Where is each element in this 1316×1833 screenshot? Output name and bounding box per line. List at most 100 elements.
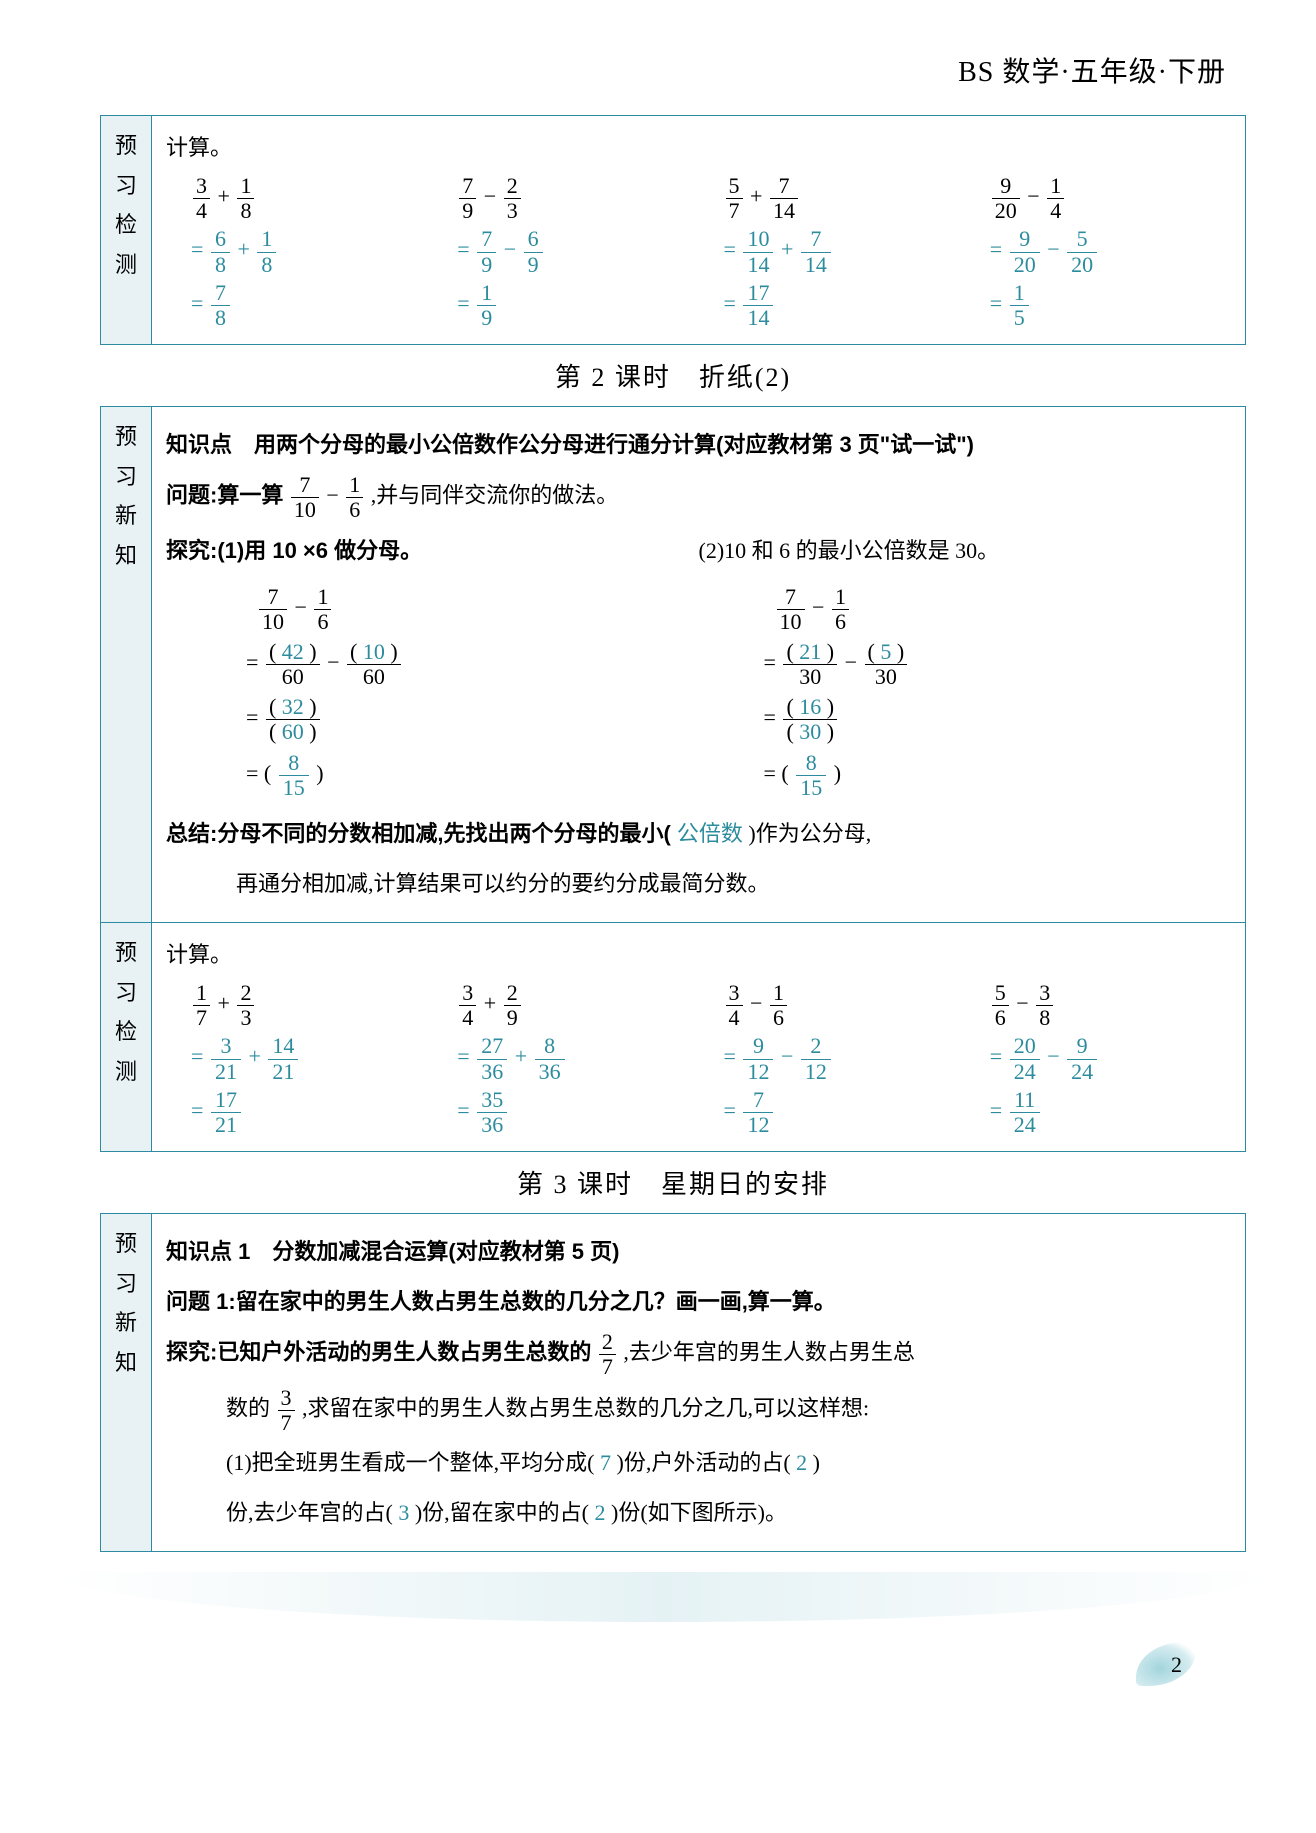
section-title-3: 第 3 课时 星期日的安排 — [100, 1164, 1246, 1201]
frac-num: 2 — [599, 1330, 616, 1355]
page-number-area: 2 — [100, 1642, 1246, 1692]
box4-content: 知识点 1 分数加减混合运算(对应教材第 5 页) 问题 1:留在家中的男生人数… — [152, 1214, 1246, 1552]
frac-den: 10 — [291, 498, 319, 522]
op: − — [326, 483, 338, 508]
text: )份,户外活动的占( — [617, 1450, 797, 1475]
calc-step1: = 68 + 18 — [166, 227, 432, 276]
answer: 2 — [595, 1500, 606, 1525]
side-char: 知 — [115, 536, 137, 576]
calc-expr: 710 − 16 — [764, 585, 1232, 634]
calc-step: = ( 21 )30 − ( 5 )30 — [764, 640, 1232, 689]
calc-step2: = 78 — [166, 281, 432, 330]
calc-step1: = 2736 + 836 — [432, 1034, 698, 1083]
text: )份,留在家中的占( — [415, 1500, 595, 1525]
fill-line-1: (1)把全班男生看成一个整体,平均分成( 7 )份,户外活动的占( 2 ) — [166, 1441, 1231, 1485]
calc-step2: = 1721 — [166, 1088, 432, 1137]
side-char: 预 — [115, 417, 137, 457]
answer: 7 — [600, 1450, 611, 1475]
side-char: 检 — [115, 205, 137, 245]
box3-content: 计算。 17 + 2334 + 2934 − 1656 − 38 = 321 +… — [152, 923, 1246, 1152]
side-label-2: 预 习 新 知 — [101, 407, 152, 923]
side-char: 测 — [115, 245, 137, 285]
text: ) — [813, 1450, 820, 1475]
calc-title: 计算。 — [166, 933, 1231, 977]
frac-num: 1 — [346, 473, 363, 498]
text: ,求留在家中的男生人数占男生总数的几分之几,可以这样想: — [302, 1395, 869, 1420]
side-char: 新 — [115, 496, 137, 536]
text: )份(如下图所示)。 — [611, 1500, 787, 1525]
calc-step2: = 3536 — [432, 1088, 698, 1137]
explore-mid: ,去少年宫的男生人数占男生总 — [623, 1340, 915, 1365]
side-char: 预 — [115, 126, 137, 166]
calc-step: = ( 16 )( 30 ) — [764, 695, 1232, 744]
answer: 3 — [398, 1500, 409, 1525]
leaf-icon: 2 — [1136, 1642, 1196, 1686]
side-char: 预 — [115, 1224, 137, 1264]
frac-num: 3 — [278, 1386, 295, 1411]
explore-right: (2)10 和 6 的最小公倍数是 30。 — [699, 529, 1232, 573]
calc-step2: = 712 — [699, 1088, 965, 1137]
side-char: 习 — [115, 973, 137, 1013]
calc-step2: = 15 — [965, 281, 1231, 330]
calc-problem: 79 − 23 — [432, 174, 698, 223]
answer: 2 — [796, 1450, 807, 1475]
fill-line-2: 份,去少年宫的占( 3 )份,留在家中的占( 2 )份(如下图所示)。 — [166, 1491, 1231, 1535]
side-label-1: 预 习 检 测 — [101, 116, 152, 345]
calc-step1: = 1014 + 714 — [699, 227, 965, 276]
text: 份,去少年宫的占( — [226, 1500, 398, 1525]
calc-expr: 710 − 16 — [246, 585, 714, 634]
calc-result: = ( 815 ) — [764, 751, 1232, 800]
text: 数的 — [226, 1395, 270, 1420]
frac-num: 7 — [291, 473, 319, 498]
frac-den: 6 — [346, 498, 363, 522]
section-title-2: 第 2 课时 折纸(2) — [100, 357, 1246, 394]
calc-problem: 56 − 38 — [965, 981, 1231, 1030]
frac-den: 7 — [278, 1411, 295, 1435]
page-header: BS 数学·五年级·下册 — [100, 50, 1246, 90]
explore-line-1: 探究:已知户外活动的男生人数占男生总数的 27 ,去少年宫的男生人数占男生总 — [166, 1330, 1231, 1379]
side-char: 习 — [115, 1264, 137, 1304]
summary-prefix: 总结:分母不同的分数相加减,先找出两个分母的最小( — [166, 821, 677, 846]
explore-line-2: 数的 37 ,求留在家中的男生人数占男生总数的几分之几,可以这样想: — [166, 1386, 1231, 1435]
explore-prefix: 探究:已知户外活动的男生人数占男生总数的 — [166, 1340, 591, 1365]
side-char: 知 — [115, 1343, 137, 1383]
calc-step1: = 79 − 69 — [432, 227, 698, 276]
footer-swoosh — [60, 1572, 1266, 1622]
side-char: 检 — [115, 1012, 137, 1052]
explore-left: 探究:(1)用 10 ×6 做分母。 — [166, 529, 699, 573]
summary-mid: )作为公分母, — [748, 821, 871, 846]
side-char: 测 — [115, 1052, 137, 1092]
box-preview-new-2: 预 习 新 知 知识点 用两个分母的最小公倍数作公分母进行通分计算(对应教材第 … — [100, 406, 1246, 1152]
side-char: 新 — [115, 1303, 137, 1343]
calc-problem: 34 + 18 — [166, 174, 432, 223]
side-label-4: 预 习 新 知 — [101, 1214, 152, 1552]
calc-step: = ( 32 )( 60 ) — [246, 695, 714, 744]
calc-step1: = 2024 − 924 — [965, 1034, 1231, 1083]
side-char: 预 — [115, 933, 137, 973]
summary-line-1: 总结:分母不同的分数相加减,先找出两个分母的最小( 公倍数 )作为公分母, — [166, 812, 1231, 856]
box1-content: 计算。 34 + 1879 − 2357 + 714920 − 14 = 68 … — [152, 116, 1246, 345]
calc-problem: 17 + 23 — [166, 981, 432, 1030]
side-char: 习 — [115, 457, 137, 497]
knowledge-point: 知识点 用两个分母的最小公倍数作公分母进行通分计算(对应教材第 3 页"试一试"… — [166, 423, 1231, 467]
calc-problem: 920 − 14 — [965, 174, 1231, 223]
question-text: 问题 1:留在家中的男生人数占男生总数的几分之几？画一画,算一算。 — [166, 1289, 836, 1314]
text: (1)把全班男生看成一个整体,平均分成( — [226, 1450, 600, 1475]
side-char: 习 — [115, 166, 137, 206]
summary-answer: 公倍数 — [677, 821, 743, 846]
summary-line-2: 再通分相加减,计算结果可以约分的要约分成最简分数。 — [166, 862, 1231, 906]
calc-step1: = 912 − 212 — [699, 1034, 965, 1083]
side-label-3: 预 习 检 测 — [101, 923, 152, 1152]
box2-content: 知识点 用两个分母的最小公倍数作公分母进行通分计算(对应教材第 3 页"试一试"… — [152, 407, 1246, 923]
knowledge-point-3: 知识点 1 分数加减混合运算(对应教材第 5 页) — [166, 1230, 1231, 1274]
calc-step: = ( 42 )60 − ( 10 )60 — [246, 640, 714, 689]
calc-result: = ( 815 ) — [246, 751, 714, 800]
calc-left-column: 710 − 16 = ( 42 )60 − ( 10 )60 = ( 32 )( 6… — [166, 579, 714, 807]
calc-step2: = 19 — [432, 281, 698, 330]
frac-den: 7 — [599, 1355, 616, 1379]
calc-step2: = 1714 — [699, 281, 965, 330]
box-preview-test-1: 预 习 检 测 计算。 34 + 1879 − 2357 + 714920 − … — [100, 115, 1246, 345]
question-3: 问题 1:留在家中的男生人数占男生总数的几分之几？画一画,算一算。 — [166, 1280, 1231, 1324]
calc-step1: = 920 − 520 — [965, 227, 1231, 276]
question-line: 问题:算一算 710 − 16 ,并与同伴交流你的做法。 — [166, 473, 1231, 522]
